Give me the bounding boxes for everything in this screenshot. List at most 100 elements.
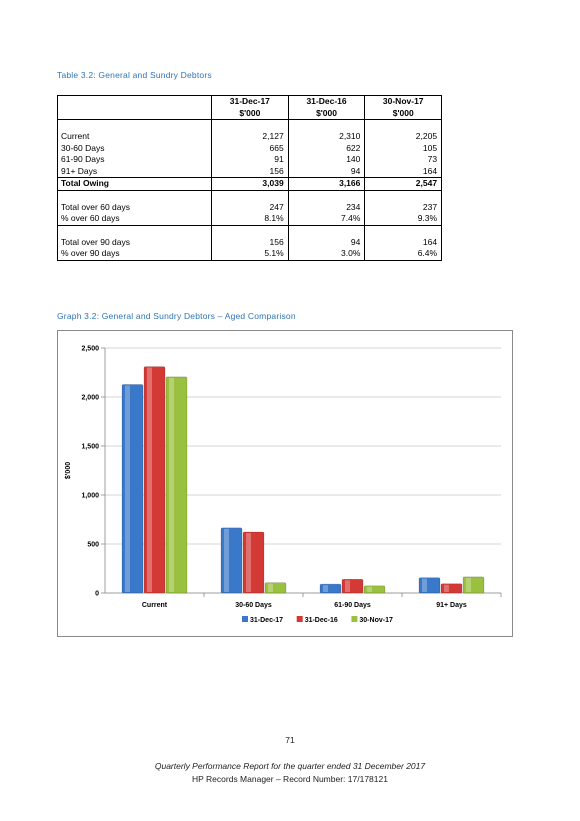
- cell-value: 156: [211, 236, 289, 248]
- y-tick-label: 2,000: [81, 395, 99, 402]
- bar: [440, 583, 463, 594]
- bar: [418, 577, 441, 594]
- y-tick-label: 500: [87, 542, 99, 549]
- table-units-blank: [57, 107, 212, 120]
- cell-value: 665: [211, 142, 289, 154]
- cell-value: 164: [364, 236, 443, 248]
- bar: [121, 384, 144, 594]
- footer-report-title: Quarterly Performance Report for the qua…: [154, 761, 426, 771]
- column-header: 31-Dec-16: [287, 95, 365, 108]
- table-header-row: 31-Dec-17 31-Dec-16 30-Nov-17: [57, 95, 443, 108]
- graph-caption: Graph 3.2: General and Sundry Debtors – …: [57, 311, 296, 321]
- cell-value: 91: [211, 154, 289, 166]
- cell-value: 156: [211, 165, 289, 178]
- row-label: % over 60 days: [57, 213, 212, 226]
- cell-value: 237: [364, 201, 443, 213]
- cell-value: 3.0%: [287, 248, 365, 261]
- bar-highlight: [444, 584, 449, 592]
- footer-record-number: HP Records Manager – Record Number: 17/1…: [192, 774, 388, 784]
- bar-highlight: [224, 528, 229, 592]
- cell-value: 234: [287, 201, 365, 213]
- y-tick-label: 0: [95, 591, 99, 598]
- cell-value: 94: [287, 236, 365, 248]
- cell-value: 2,205: [364, 131, 443, 143]
- bar: [165, 376, 188, 594]
- bar-highlight: [466, 577, 471, 592]
- row-label: Total over 60 days: [57, 201, 212, 213]
- column-unit: $'000: [364, 107, 443, 120]
- legend-swatch: [351, 616, 358, 622]
- row-label: Total Owing: [57, 177, 212, 191]
- row-label: 30-60 Days: [57, 142, 212, 154]
- bar-chart: 0 500 1,000 1,500 2,000 2,500 $'000 Current 30-6…: [65, 346, 502, 624]
- debtors-table: 31-Dec-17 31-Dec-16 30-Nov-17 $'000 $'00…: [57, 95, 443, 261]
- bar-highlight: [323, 585, 328, 592]
- legend-swatch: [242, 616, 248, 622]
- table-row: Total over 90 days 156 94 164: [57, 236, 443, 248]
- bar-highlight: [169, 377, 174, 592]
- table-row: Total over 60 days 247 234 237: [57, 201, 443, 213]
- y-axis-label: $'000: [65, 462, 72, 479]
- cell-value: 73: [364, 154, 443, 166]
- legend-label: 30-Nov-17: [359, 617, 393, 624]
- table-row: Current 2,127 2,310 2,205: [57, 131, 443, 143]
- table-row-total: Total Owing 3,039 3,166 2,547: [57, 177, 443, 191]
- bar: [220, 527, 243, 594]
- cell-value: 9.3%: [364, 213, 443, 226]
- bar: [462, 576, 485, 594]
- bar: [363, 585, 386, 594]
- cell-value: 622: [287, 142, 365, 154]
- cell-value: 2,547: [364, 177, 443, 191]
- bar-highlight: [367, 586, 372, 592]
- cell-value: 6.4%: [364, 248, 443, 261]
- bar: [143, 366, 166, 594]
- cell-value: 7.4%: [287, 213, 365, 226]
- row-label: 61-90 Days: [57, 154, 212, 166]
- x-tick-label: 91+ Days: [436, 602, 467, 609]
- cell-value: 94: [287, 165, 365, 178]
- bar-highlight: [246, 533, 251, 592]
- x-tick-label: Current: [142, 602, 168, 609]
- cell-value: 3,166: [287, 177, 365, 191]
- row-label: 91+ Days: [57, 165, 212, 178]
- table-row: 30-60 Days 665 622 105: [57, 142, 443, 154]
- table-row: % over 90 days 5.1% 3.0% 6.4%: [57, 248, 443, 261]
- cell-value: 140: [287, 154, 365, 166]
- cell-value: 164: [364, 165, 443, 178]
- bar: [341, 578, 364, 594]
- table-units-row: $'000 $'000 $'000: [57, 107, 443, 120]
- row-label: Total over 90 days: [57, 236, 212, 248]
- row-label: % over 90 days: [57, 248, 212, 261]
- x-tick-label: 30-60 Days: [235, 602, 272, 609]
- legend-swatch: [296, 616, 303, 622]
- column-header: 30-Nov-17: [364, 95, 443, 108]
- table-row: 91+ Days 156 94 164: [57, 165, 443, 178]
- column-header: 31-Dec-17: [211, 95, 289, 108]
- y-tick-label: 1,500: [81, 444, 99, 451]
- bar: [319, 583, 342, 594]
- legend-label: 31-Dec-16: [305, 617, 338, 624]
- cell-value: 3,039: [211, 177, 289, 191]
- page-number: 71: [285, 735, 295, 745]
- bar-highlight: [125, 385, 130, 592]
- y-tick-label: 1,000: [81, 493, 99, 500]
- cell-value: 105: [364, 142, 443, 154]
- cell-value: 2,310: [287, 131, 365, 143]
- table-row: % over 60 days 8.1% 7.4% 9.3%: [57, 213, 443, 226]
- y-tick-label: 2,500: [81, 346, 99, 353]
- chart-frame: 0 500 1,000 1,500 2,000 2,500 $'000 Current 30-6…: [57, 330, 513, 637]
- bar-highlight: [147, 367, 152, 592]
- bar-highlight: [345, 580, 350, 592]
- table-header-blank: [57, 95, 212, 108]
- bar-highlight: [422, 578, 427, 592]
- x-tick-label: 61-90 Days: [334, 602, 371, 609]
- bar-highlight: [268, 583, 273, 592]
- cell-value: 247: [211, 201, 289, 213]
- column-unit: $'000: [287, 107, 365, 120]
- bar: [264, 582, 287, 594]
- legend-label: 31-Dec-17: [250, 617, 283, 624]
- cell-value: 2,127: [211, 131, 289, 143]
- cell-value: 5.1%: [211, 248, 289, 261]
- cell-value: 8.1%: [211, 213, 289, 226]
- bar: [242, 531, 265, 594]
